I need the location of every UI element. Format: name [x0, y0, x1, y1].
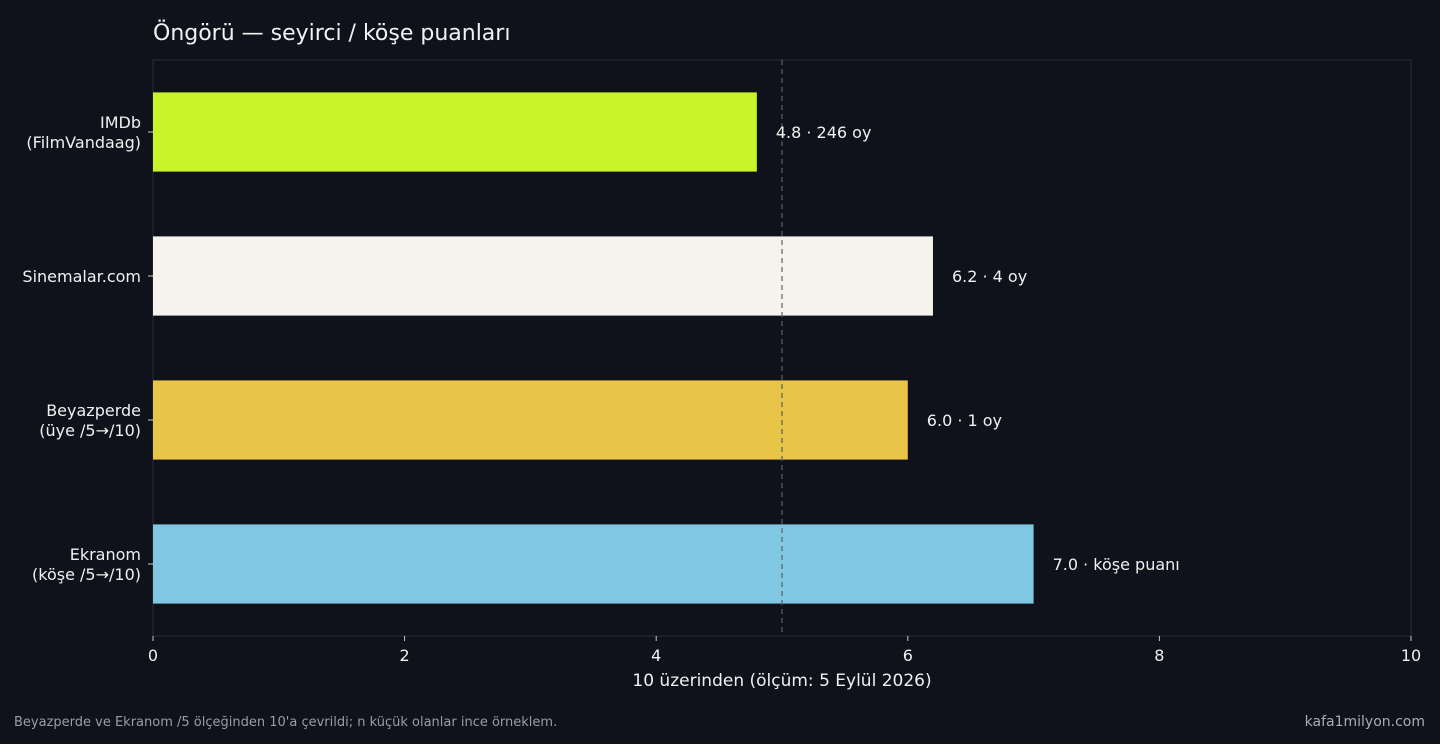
bar-0	[153, 92, 757, 172]
y-tick-label-3-0: Ekranom	[70, 545, 141, 564]
data-label-0: 4.8 · 246 oy	[776, 123, 872, 142]
y-tick-label-1-0: Sinemalar.com	[22, 267, 141, 286]
x-tick-label-3: 6	[903, 646, 913, 665]
y-tick-label-3-1: (köşe /5→/10)	[32, 565, 141, 584]
y-tick-label-2-1: (üye /5→/10)	[39, 421, 141, 440]
y-tick-label-0-0: IMDb	[100, 113, 141, 132]
bar-2	[153, 380, 908, 460]
data-label-3: 7.0 · köşe puanı	[1053, 555, 1180, 574]
chart-title: Öngörü — seyirci / köşe puanları	[153, 20, 510, 46]
y-tick-label-0-1: (FilmVandaag)	[26, 133, 141, 152]
data-label-1: 6.2 · 4 oy	[952, 267, 1027, 286]
y-tick-label-2-0: Beyazperde	[46, 401, 141, 420]
bar-1	[153, 236, 933, 316]
x-tick-label-0: 0	[148, 646, 158, 665]
data-label-2: 6.0 · 1 oy	[927, 411, 1002, 430]
footnote: Beyazperde ve Ekranom /5 ölçeğinden 10'a…	[14, 715, 558, 730]
x-axis-label: 10 üzerinden (ölçüm: 5 Eylül 2026)	[632, 671, 931, 691]
x-tick-label-4: 8	[1154, 646, 1164, 665]
x-tick-label-5: 10	[1401, 646, 1421, 665]
x-tick-label-1: 2	[400, 646, 410, 665]
x-tick-label-2: 4	[651, 646, 661, 665]
bar-3	[153, 524, 1034, 604]
brand-link[interactable]: kafa1milyon.com	[1304, 714, 1425, 730]
